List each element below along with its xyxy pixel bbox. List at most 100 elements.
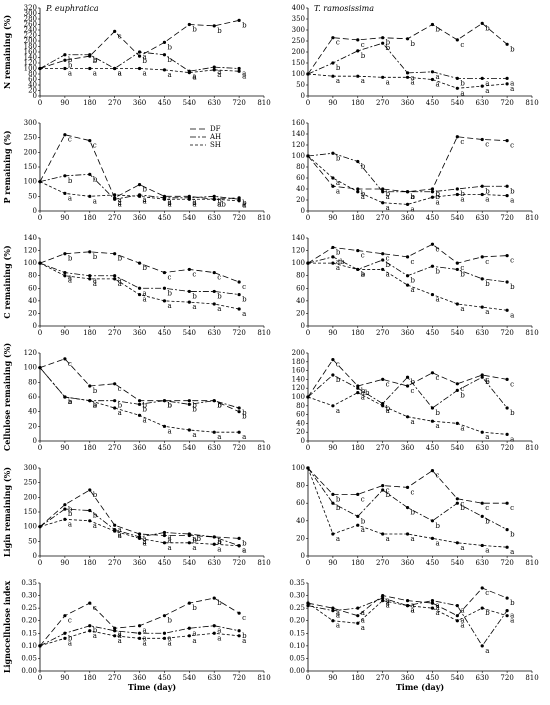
point-label: b xyxy=(336,64,341,72)
point-label: b xyxy=(93,491,98,499)
data-point xyxy=(356,38,360,42)
data-point xyxy=(455,302,459,306)
data-point xyxy=(455,261,459,265)
data-point xyxy=(480,606,484,610)
point-label: c xyxy=(118,385,122,393)
y-tick-label: 200 xyxy=(24,493,37,501)
point-label: a xyxy=(361,526,365,534)
x-tick-label: 450 xyxy=(158,214,171,222)
data-point xyxy=(306,604,310,608)
x-tick-label: 0 xyxy=(38,559,42,567)
y-tick-label: 250 xyxy=(24,134,37,142)
y-tick-label: 0 xyxy=(301,322,305,330)
point-label: a xyxy=(460,544,464,552)
data-point xyxy=(187,601,191,605)
data-point xyxy=(38,66,42,71)
data-point xyxy=(63,274,67,278)
data-point xyxy=(480,514,484,519)
data-point xyxy=(480,305,484,309)
y-tick-label: 0.10 xyxy=(21,642,37,650)
data-point xyxy=(405,599,410,603)
point-label: b xyxy=(93,627,98,635)
data-point xyxy=(331,532,335,536)
data-point xyxy=(212,535,216,539)
point-label: b xyxy=(68,255,73,263)
point-label: a xyxy=(118,70,122,78)
y-tick-label: 40 xyxy=(296,517,305,525)
data-point xyxy=(137,624,142,628)
point-label: b xyxy=(510,283,515,291)
data-point xyxy=(505,82,509,86)
point-label: b xyxy=(242,199,247,207)
point-label: a xyxy=(386,204,390,212)
series-line xyxy=(307,136,508,193)
data-point xyxy=(237,66,241,71)
data-point xyxy=(63,631,67,635)
x-tick-label: 180 xyxy=(351,559,364,567)
point-label: a xyxy=(118,532,122,540)
data-point xyxy=(480,84,484,88)
x-tick-label: 540 xyxy=(451,214,464,222)
point-label: ab xyxy=(336,258,345,266)
point-label: a xyxy=(192,199,196,207)
data-point xyxy=(356,74,360,78)
point-label: a xyxy=(167,639,171,647)
y-tick-label: 320 xyxy=(24,4,37,12)
data-point xyxy=(63,66,67,71)
point-label: b xyxy=(411,193,416,201)
x-tick-label: 270 xyxy=(108,99,121,107)
point-label: a xyxy=(485,79,489,87)
data-point xyxy=(162,399,167,403)
x-tick-label: 720 xyxy=(232,444,245,452)
point-label: a xyxy=(435,539,439,547)
data-point xyxy=(113,406,117,410)
data-point xyxy=(63,357,67,361)
point-label: b xyxy=(386,190,391,198)
x-tick-label: 270 xyxy=(376,444,389,452)
data-point xyxy=(162,270,167,275)
y-tick-label: 40 xyxy=(296,419,305,427)
y-tick-label: 40 xyxy=(28,297,37,305)
data-point xyxy=(113,634,117,638)
data-point xyxy=(137,399,142,403)
x-tick-label: 450 xyxy=(158,329,171,337)
y-tick-label: 20 xyxy=(28,422,37,430)
data-point xyxy=(356,49,360,53)
data-point xyxy=(162,631,167,635)
data-point xyxy=(187,197,191,201)
data-point xyxy=(405,506,410,510)
series-line xyxy=(307,597,508,647)
data-point xyxy=(162,286,167,290)
x-tick-label: 0 xyxy=(38,444,42,452)
point-label: b xyxy=(143,264,148,272)
x-tick-label: 450 xyxy=(158,99,171,107)
y-tick-label: 220 xyxy=(24,32,37,40)
y-tick-label: 20 xyxy=(296,534,305,542)
y-tick-label: 100 xyxy=(24,65,37,73)
point-label: a xyxy=(217,305,221,313)
point-label: a xyxy=(68,274,72,282)
point-label: b xyxy=(68,61,73,69)
data-point xyxy=(187,541,191,545)
y-tick-label: 0.05 xyxy=(21,654,37,662)
data-point xyxy=(88,601,92,605)
x-tick-label: 90 xyxy=(60,559,69,567)
data-point xyxy=(212,399,216,403)
x-tick-label: 810 xyxy=(525,214,538,222)
point-label: b xyxy=(411,40,416,48)
point-label: b xyxy=(167,289,172,297)
data-point xyxy=(212,596,216,600)
x-tick-label: 540 xyxy=(183,329,196,337)
legend-label: AH xyxy=(209,133,221,141)
point-label: a xyxy=(336,609,340,617)
data-point xyxy=(430,292,435,297)
data-point xyxy=(381,484,385,488)
x-tick-label: 180 xyxy=(351,674,364,682)
point-label: a xyxy=(93,402,97,410)
x-tick-label: 360 xyxy=(401,444,414,452)
data-point xyxy=(356,187,360,191)
y-tick-label: 140 xyxy=(24,234,37,242)
data-point xyxy=(405,255,410,259)
point-label: b xyxy=(386,261,391,269)
